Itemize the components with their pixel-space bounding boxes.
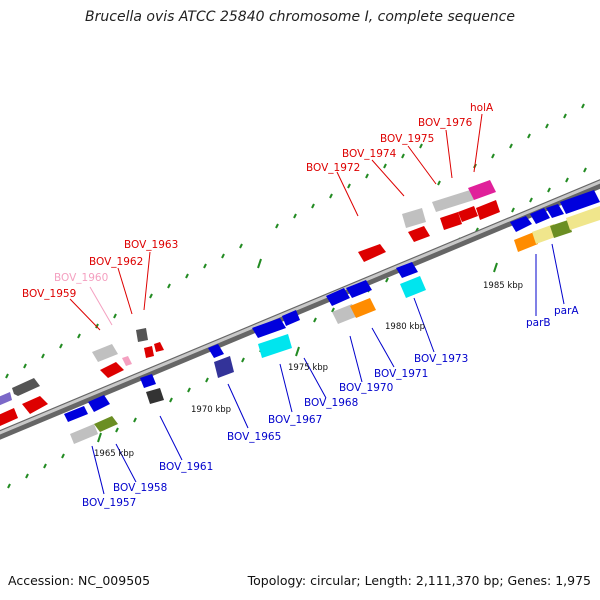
gene-feature: [560, 190, 600, 214]
gene-feature: [510, 216, 532, 232]
tick-row-top: [5, 103, 585, 379]
page-title: Brucella ovis ATCC 25840 chromosome I, c…: [85, 9, 515, 25]
gene-feature: [136, 328, 148, 342]
gene-feature: [400, 276, 426, 298]
gene-label[interactable]: BOV_1967: [268, 414, 322, 426]
gene-label[interactable]: parB: [526, 317, 551, 329]
gene-feature: [550, 220, 572, 238]
gene-feature: [208, 344, 224, 358]
gene-feature: [282, 310, 300, 326]
gene-feature: [214, 356, 234, 378]
gene-label[interactable]: BOV_1960: [54, 272, 108, 284]
gene-feature: [458, 206, 478, 222]
gene-feature: [100, 362, 124, 378]
gene-feature: [88, 395, 110, 412]
gene-feature: [92, 344, 118, 362]
gene-feature: [140, 374, 156, 388]
gene-label[interactable]: holA: [470, 102, 494, 114]
gene-label[interactable]: BOV_1958: [113, 482, 167, 494]
gene-feature: [122, 356, 132, 366]
gene-label[interactable]: BOV_1976: [418, 117, 473, 129]
gene-feature: [64, 406, 88, 422]
gene-label[interactable]: BOV_1968: [304, 397, 358, 409]
gene-label[interactable]: BOV_1963: [124, 239, 178, 251]
gene-label[interactable]: BOV_1972: [306, 162, 360, 174]
gene-labels-top: BOV_1959 BOV_1960 BOV_1962 BOV_1963 BOV_…: [22, 102, 494, 300]
gene-feature: [530, 208, 550, 224]
gene-feature: [258, 334, 292, 358]
gene-label[interactable]: BOV_1971: [374, 368, 428, 380]
gene-feature: [22, 396, 48, 414]
gene-feature: [546, 204, 564, 218]
gene-feature: [70, 424, 98, 444]
gene-feature: [468, 180, 496, 200]
gene-label[interactable]: BOV_1975: [380, 133, 434, 145]
scale-label: 1965 kbp: [94, 449, 134, 459]
gene-feature: [146, 388, 164, 404]
gene-feature: [408, 226, 430, 242]
genome-backbone: [0, 179, 600, 440]
gene-feature: [566, 206, 600, 230]
gene-label[interactable]: BOV_1970: [339, 382, 393, 394]
scale-label: 1975 kbp: [288, 363, 328, 373]
tick-row-bottom: [7, 167, 587, 489]
gene-label[interactable]: BOV_1962: [89, 256, 143, 268]
gene-label[interactable]: BOV_1974: [342, 148, 397, 160]
gene-label[interactable]: BOV_1965: [227, 431, 281, 443]
gene-labels-bottom: BOV_1957 BOV_1958 BOV_1961 BOV_1965 BOV_…: [82, 305, 579, 509]
gene-feature: [0, 392, 12, 406]
gene-feature: [432, 190, 474, 212]
gene-feature: [440, 212, 462, 230]
scale-labels: 1965 kbp 1970 kbp 1975 kbp 1980 kbp 1985…: [94, 281, 523, 459]
gene-features: [0, 180, 600, 444]
gene-label[interactable]: BOV_1959: [22, 288, 76, 300]
gene-feature: [358, 244, 386, 262]
gene-feature: [350, 298, 376, 318]
gene-feature: [514, 232, 538, 252]
gene-feature: [144, 346, 154, 358]
gene-feature: [402, 208, 426, 228]
scale-label: 1970 kbp: [191, 405, 231, 415]
genome-summary: Topology: circular; Length: 2,111,370 bp…: [247, 573, 591, 588]
gene-feature: [252, 318, 286, 338]
gene-feature: [154, 342, 164, 352]
gene-feature: [326, 288, 350, 306]
scale-label: 1985 kbp: [483, 281, 523, 291]
gene-feature: [476, 200, 500, 220]
gene-feature: [0, 408, 18, 426]
scale-label: 1980 kbp: [385, 322, 425, 332]
gene-feature: [346, 280, 372, 298]
gene-label[interactable]: BOV_1973: [414, 353, 468, 365]
gene-feature: [12, 378, 40, 396]
accession-label: Accession: NC_009505: [8, 573, 151, 588]
leader-lines: [69, 113, 565, 495]
gene-feature: [396, 262, 418, 278]
gene-label[interactable]: BOV_1957: [82, 497, 136, 509]
gene-label[interactable]: BOV_1961: [159, 461, 213, 473]
gene-label[interactable]: parA: [554, 305, 579, 317]
gene-feature: [94, 416, 118, 432]
